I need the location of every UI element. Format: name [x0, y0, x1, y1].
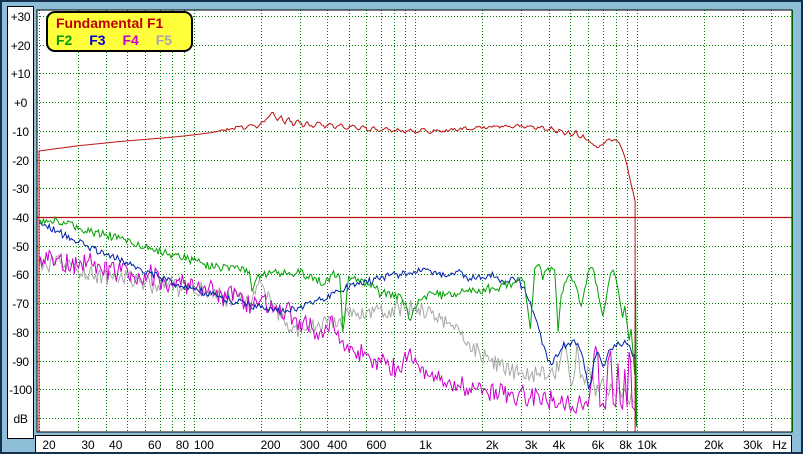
y-axis-label: +20 [10, 38, 31, 53]
y-axis-label: -70 [12, 297, 29, 312]
x-axis-label: 6k [591, 438, 605, 452]
x-axis-label: 30 [81, 438, 95, 452]
series-f2-curve [38, 215, 638, 427]
x-axis-label: 200 [260, 438, 281, 452]
y-axis-label: -40 [12, 210, 29, 225]
x-axis-label: 1k [419, 438, 432, 452]
y-axis-label: -60 [12, 268, 29, 283]
x-axis-label: 20 [42, 438, 56, 452]
x-axis-label: 3k [524, 438, 538, 452]
x-axis-label: 2k [485, 438, 499, 452]
y-axis-label: -90 [12, 354, 29, 369]
legend: Fundamental F1 F2 F3 F4 F5 [46, 11, 193, 52]
legend-title: Fundamental F1 [56, 15, 164, 31]
y-axis-unit: dB [13, 411, 28, 426]
y-axis-label: -80 [12, 325, 29, 340]
legend-item-f2: F2 [56, 32, 73, 48]
x-axis-unit: Hz [772, 438, 787, 452]
series-f4-curve [38, 249, 638, 427]
legend-items: F2 F3 F4 F5 [56, 32, 191, 49]
x-axis-label: 80 [175, 438, 190, 452]
series-fundamental-f1-curve [38, 112, 636, 432]
legend-item-f5: F5 [155, 32, 173, 48]
y-axis-label: +30 [10, 10, 31, 24]
x-axis-label: 400 [327, 438, 348, 452]
y-axis-label: +10 [10, 67, 31, 82]
series-f5-curve [38, 253, 638, 427]
y-axis-label: +0 [13, 96, 28, 111]
x-axis-label: 10k [637, 438, 657, 452]
x-axis-label: 600 [366, 438, 387, 452]
y-axis-label: -20 [12, 153, 29, 168]
y-axis-label: -30 [12, 182, 29, 197]
y-axis: +30 +20 +10 +0 -10 -20 -30 -40 -50 -60 -70 -80 -90 -1… [7, 6, 34, 439]
plot-area [37, 10, 792, 432]
x-axis-label: 8k [619, 438, 632, 452]
legend-item-f4: F4 [122, 32, 139, 48]
x-axis-label: 300 [299, 438, 320, 452]
y-axis-label: -50 [12, 239, 29, 254]
x-axis: 20 30 40 60 80 100 200 300 400 600 1k 2k 3k 4k 6k 8k 10k… [35, 435, 792, 452]
x-axis-label: 60 [148, 438, 162, 452]
x-axis-label: 20k [704, 438, 724, 452]
y-axis-label: -10 [12, 124, 29, 139]
y-axis-label: -100 [9, 383, 32, 398]
x-axis-label: 40 [109, 438, 123, 452]
x-axis-label: 100 [193, 438, 214, 452]
x-axis-label: 30k [743, 438, 763, 452]
x-axis-label: 4k [552, 438, 566, 452]
legend-item-f3: F3 [89, 32, 106, 48]
